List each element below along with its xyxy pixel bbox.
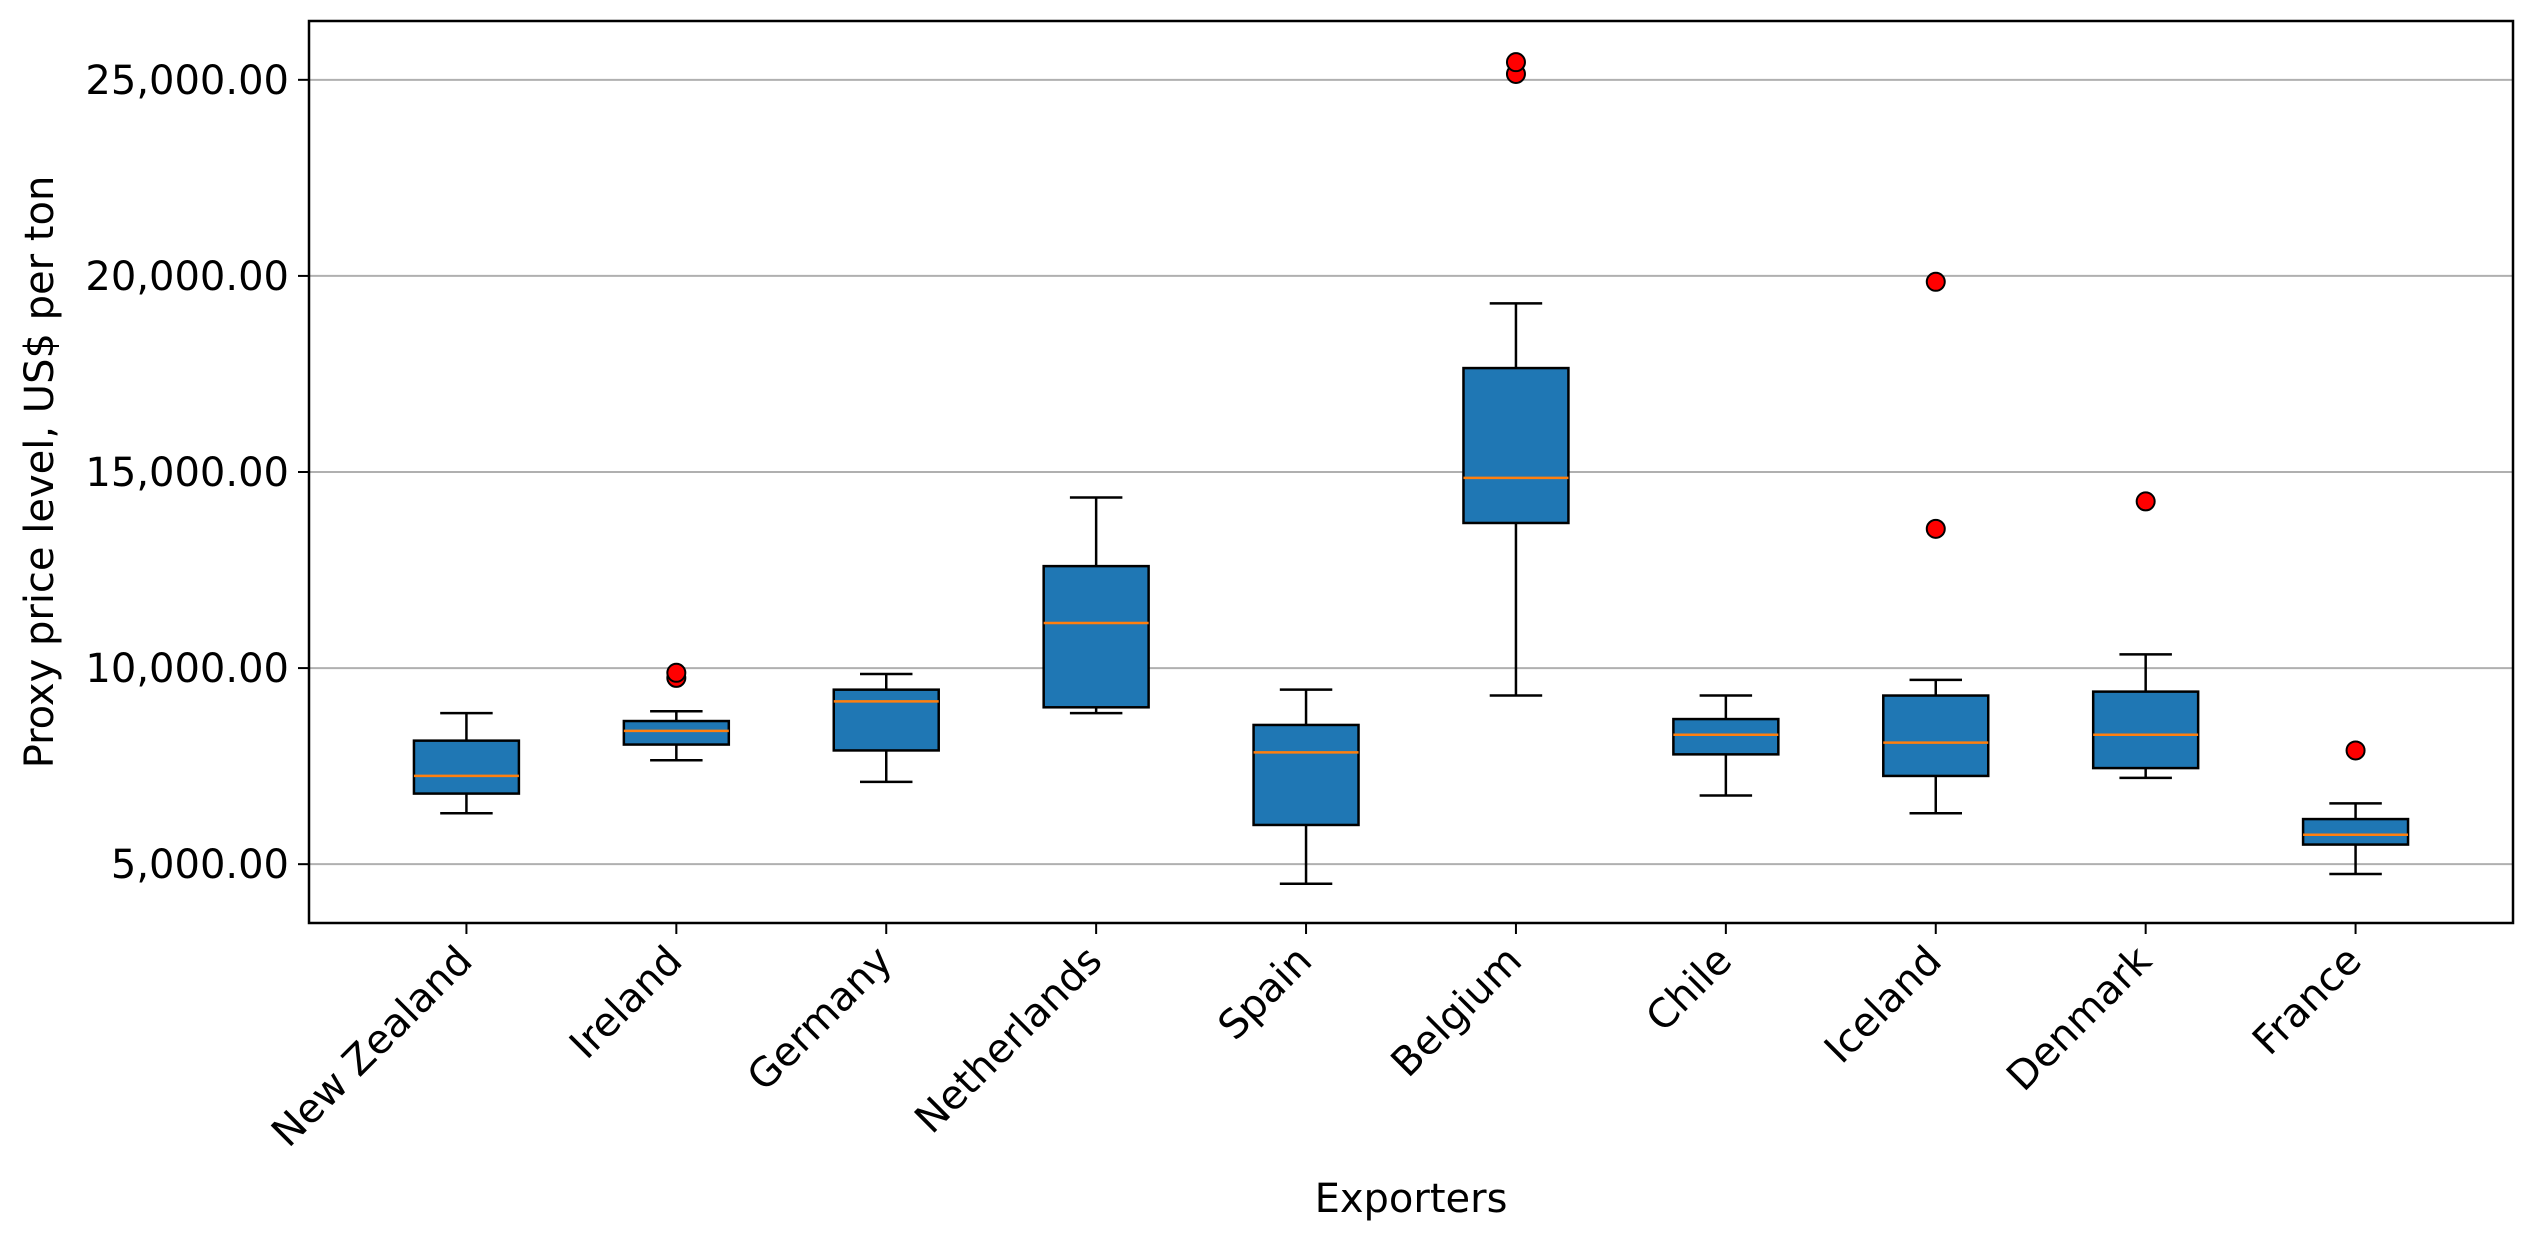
x-axis-title: Exporters — [1315, 1176, 1508, 1222]
box-iqr — [412, 739, 521, 795]
box-iqr — [1882, 694, 1990, 778]
x-tick-label: Denmark — [1998, 937, 2161, 1100]
box-group — [1462, 52, 1570, 697]
outlier-point — [1925, 518, 1946, 539]
x-tick-label: New Zealand — [263, 938, 481, 1156]
outlier-point — [1925, 271, 1946, 292]
x-axis: New Zealand Ireland Germany Netherlands Spai… — [263, 923, 2371, 1156]
y-tick-label: 20,000.00 — [85, 254, 289, 300]
y-axis-title: Proxy price level, US$ per ton — [17, 176, 63, 769]
box-iqr — [2301, 817, 2410, 846]
outlier-point — [1505, 52, 1526, 73]
x-tick-label: Ireland — [561, 938, 691, 1068]
x-tick-label: Netherlands — [906, 938, 1111, 1143]
x-tick-label: Belgium — [1383, 938, 1531, 1086]
box-iqr — [2091, 690, 2200, 770]
box-group — [832, 672, 940, 784]
box-group — [2091, 491, 2200, 780]
box-group — [412, 711, 521, 815]
box-group — [1882, 271, 1990, 815]
box-iqr — [832, 688, 940, 752]
x-tick-label: France — [2244, 938, 2371, 1065]
x-tick-label: Iceland — [1816, 938, 1951, 1073]
box-iqr — [1042, 564, 1150, 709]
box-group — [1252, 688, 1360, 886]
box-iqr — [1462, 366, 1570, 525]
box-group — [1042, 496, 1150, 715]
box-group — [622, 662, 731, 762]
y-tick-label: 10,000.00 — [85, 646, 289, 692]
box-iqr — [1252, 723, 1360, 827]
outlier-point — [2345, 740, 2366, 761]
box-group — [2301, 740, 2410, 876]
box-iqr — [1672, 717, 1780, 756]
box-group — [1672, 694, 1780, 797]
box-iqr — [622, 719, 731, 746]
x-tick-label: Spain — [1210, 938, 1322, 1050]
y-axis: 5,000.00 10,000.00 15,000.00 20,000.00 25,00… — [85, 58, 309, 888]
outlier-point — [2135, 491, 2156, 512]
x-tick-label: Chile — [1638, 938, 1741, 1041]
outlier-point — [666, 662, 687, 683]
y-tick-label: 25,000.00 — [85, 58, 289, 104]
y-tick-label: 15,000.00 — [85, 450, 289, 496]
x-tick-label: Germany — [739, 938, 902, 1101]
box-series — [412, 52, 2410, 886]
y-tick-label: 5,000.00 — [111, 842, 289, 888]
